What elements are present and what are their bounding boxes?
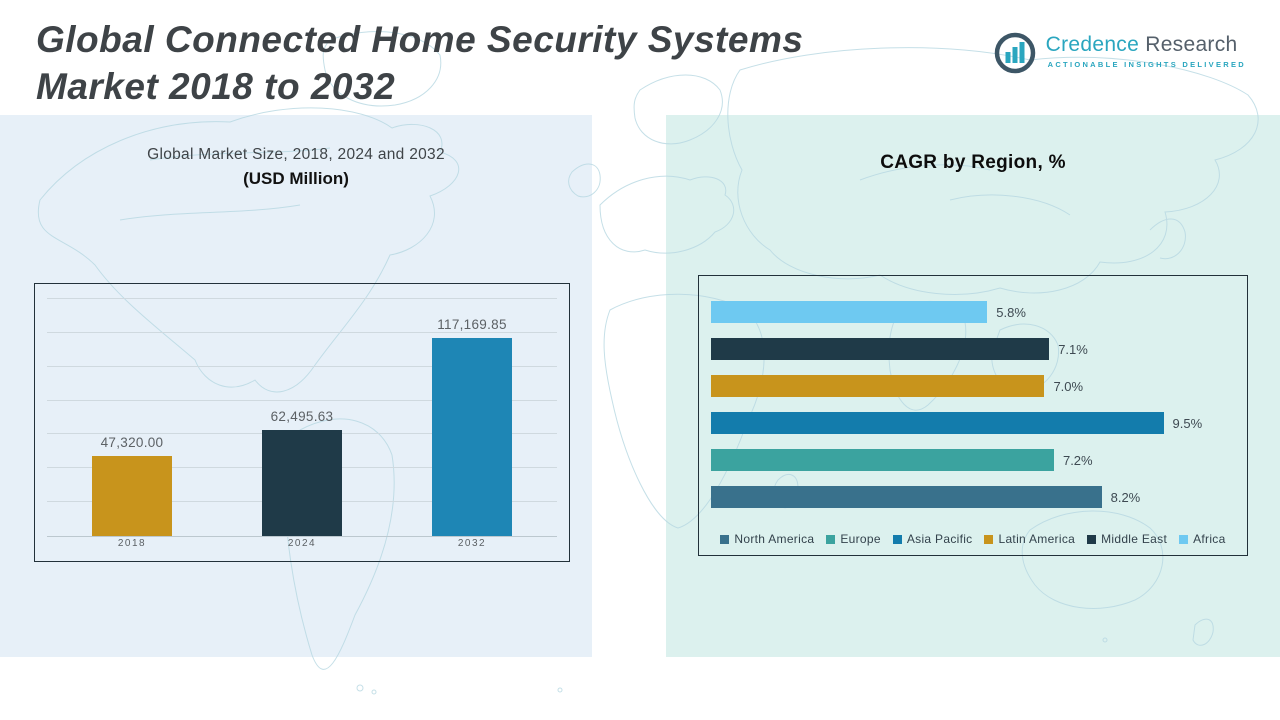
bar-2024 bbox=[261, 430, 342, 536]
bar-columns: 47,320.00 62,495.63 117,169.85 bbox=[47, 299, 557, 536]
page-title: Global Connected Home Security Systems M… bbox=[36, 16, 803, 110]
brand-name-secondary: Research bbox=[1145, 33, 1238, 56]
legend-item-latin-america: Latin America bbox=[984, 532, 1075, 546]
x-axis-label-2032: 2032 bbox=[457, 538, 487, 549]
cagr-value-label-north-america: 8.2% bbox=[1110, 489, 1141, 505]
brand-name: Credence Research bbox=[1046, 33, 1246, 57]
market-size-subtitle: (USD Million) bbox=[243, 169, 349, 188]
x-axis-label-2018: 2018 bbox=[117, 538, 147, 549]
cagr-rows: 5.8% 7.1% 7.0% 9.5% 7.2% 8.2% bbox=[711, 301, 1235, 523]
legend-swatch bbox=[1087, 534, 1097, 544]
x-axis-line bbox=[47, 536, 557, 537]
legend-label: Latin America bbox=[998, 532, 1076, 546]
legend-label: Europe bbox=[840, 532, 881, 546]
bar-2032 bbox=[431, 337, 512, 536]
cagr-row-middle-east: 7.1% bbox=[711, 338, 1235, 360]
cagr-row-north-america: 8.2% bbox=[711, 486, 1235, 508]
cagr-bar-asia-pacific bbox=[711, 412, 1164, 434]
page-title-line1: Global Connected Home Security Systems bbox=[36, 19, 804, 60]
cagr-value-label-europe: 7.2% bbox=[1062, 452, 1093, 468]
legend-label: Middle East bbox=[1101, 532, 1168, 546]
cagr-bar-latin-america bbox=[711, 375, 1045, 397]
legend-swatch bbox=[984, 534, 994, 544]
cagr-legend: North America Europe Asia Pacific Latin Ame… bbox=[705, 532, 1241, 546]
brand-tagline: Actionable Insights Delivered bbox=[1047, 60, 1246, 69]
market-size-chart: 47,320.00 62,495.63 117,169.85 2018 2024 203… bbox=[34, 283, 570, 562]
bar-column-2018: 47,320.00 bbox=[48, 299, 216, 536]
market-size-heading: Global Market Size, 2018, 2024 and 2032 … bbox=[0, 146, 592, 189]
legend-label: Asia Pacific bbox=[906, 532, 973, 546]
cagr-value-label-middle-east: 7.1% bbox=[1058, 341, 1088, 357]
cagr-row-europe: 7.2% bbox=[711, 449, 1235, 471]
legend-item-middle-east: Middle East bbox=[1087, 532, 1167, 546]
bar-value-label-2024: 62,495.63 bbox=[270, 409, 334, 425]
legend-swatch bbox=[720, 534, 730, 544]
bar-chart-circle-icon bbox=[992, 30, 1038, 81]
legend-swatch bbox=[892, 534, 902, 544]
cagr-row-asia-pacific: 9.5% bbox=[711, 412, 1235, 434]
legend-item-north-america: North America bbox=[720, 532, 814, 546]
legend-swatch bbox=[1179, 534, 1189, 544]
bar-column-2032: 117,169.85 bbox=[388, 299, 556, 536]
cagr-row-latin-america: 7.0% bbox=[711, 375, 1235, 397]
brand-name-primary: Credence bbox=[1045, 33, 1140, 56]
cagr-bar-africa bbox=[711, 301, 988, 323]
legend-item-africa: Africa bbox=[1179, 532, 1225, 546]
cagr-value-label-asia-pacific: 9.5% bbox=[1172, 415, 1203, 431]
legend-item-europe: Europe bbox=[826, 532, 881, 546]
cagr-value-label-latin-america: 7.0% bbox=[1053, 378, 1084, 394]
cagr-bar-middle-east bbox=[711, 338, 1050, 360]
cagr-bar-europe bbox=[711, 449, 1054, 471]
page-title-line2: Market 2018 to 2032 bbox=[36, 66, 396, 107]
bar-value-label-2018: 47,320.00 bbox=[100, 434, 164, 450]
cagr-chart: 5.8% 7.1% 7.0% 9.5% 7.2% 8.2% North America Eu… bbox=[698, 275, 1248, 556]
legend-item-asia-pacific: Asia Pacific bbox=[892, 532, 973, 546]
brand-logo: Credence Research Actionable Insights De… bbox=[992, 30, 1246, 81]
market-size-plot: 47,320.00 62,495.63 117,169.85 bbox=[47, 298, 557, 537]
market-size-xaxis: 2018 2024 2032 bbox=[47, 538, 557, 549]
cagr-row-africa: 5.8% bbox=[711, 301, 1235, 323]
x-axis-label-2024: 2024 bbox=[287, 538, 317, 549]
legend-label: North America bbox=[734, 532, 815, 546]
legend-label: Africa bbox=[1193, 532, 1226, 546]
cagr-title: CAGR by Region, % bbox=[880, 152, 1066, 173]
bar-2018 bbox=[91, 455, 172, 536]
cagr-bar-north-america bbox=[711, 486, 1102, 508]
bar-column-2024: 62,495.63 bbox=[218, 299, 386, 536]
market-size-title: Global Market Size, 2018, 2024 and 2032 bbox=[147, 146, 445, 163]
gridline bbox=[47, 399, 557, 401]
cagr-value-label-africa: 5.8% bbox=[996, 304, 1026, 320]
cagr-heading: CAGR by Region, % bbox=[666, 152, 1280, 174]
legend-swatch bbox=[826, 534, 836, 544]
bar-value-label-2032: 117,169.85 bbox=[437, 316, 507, 332]
